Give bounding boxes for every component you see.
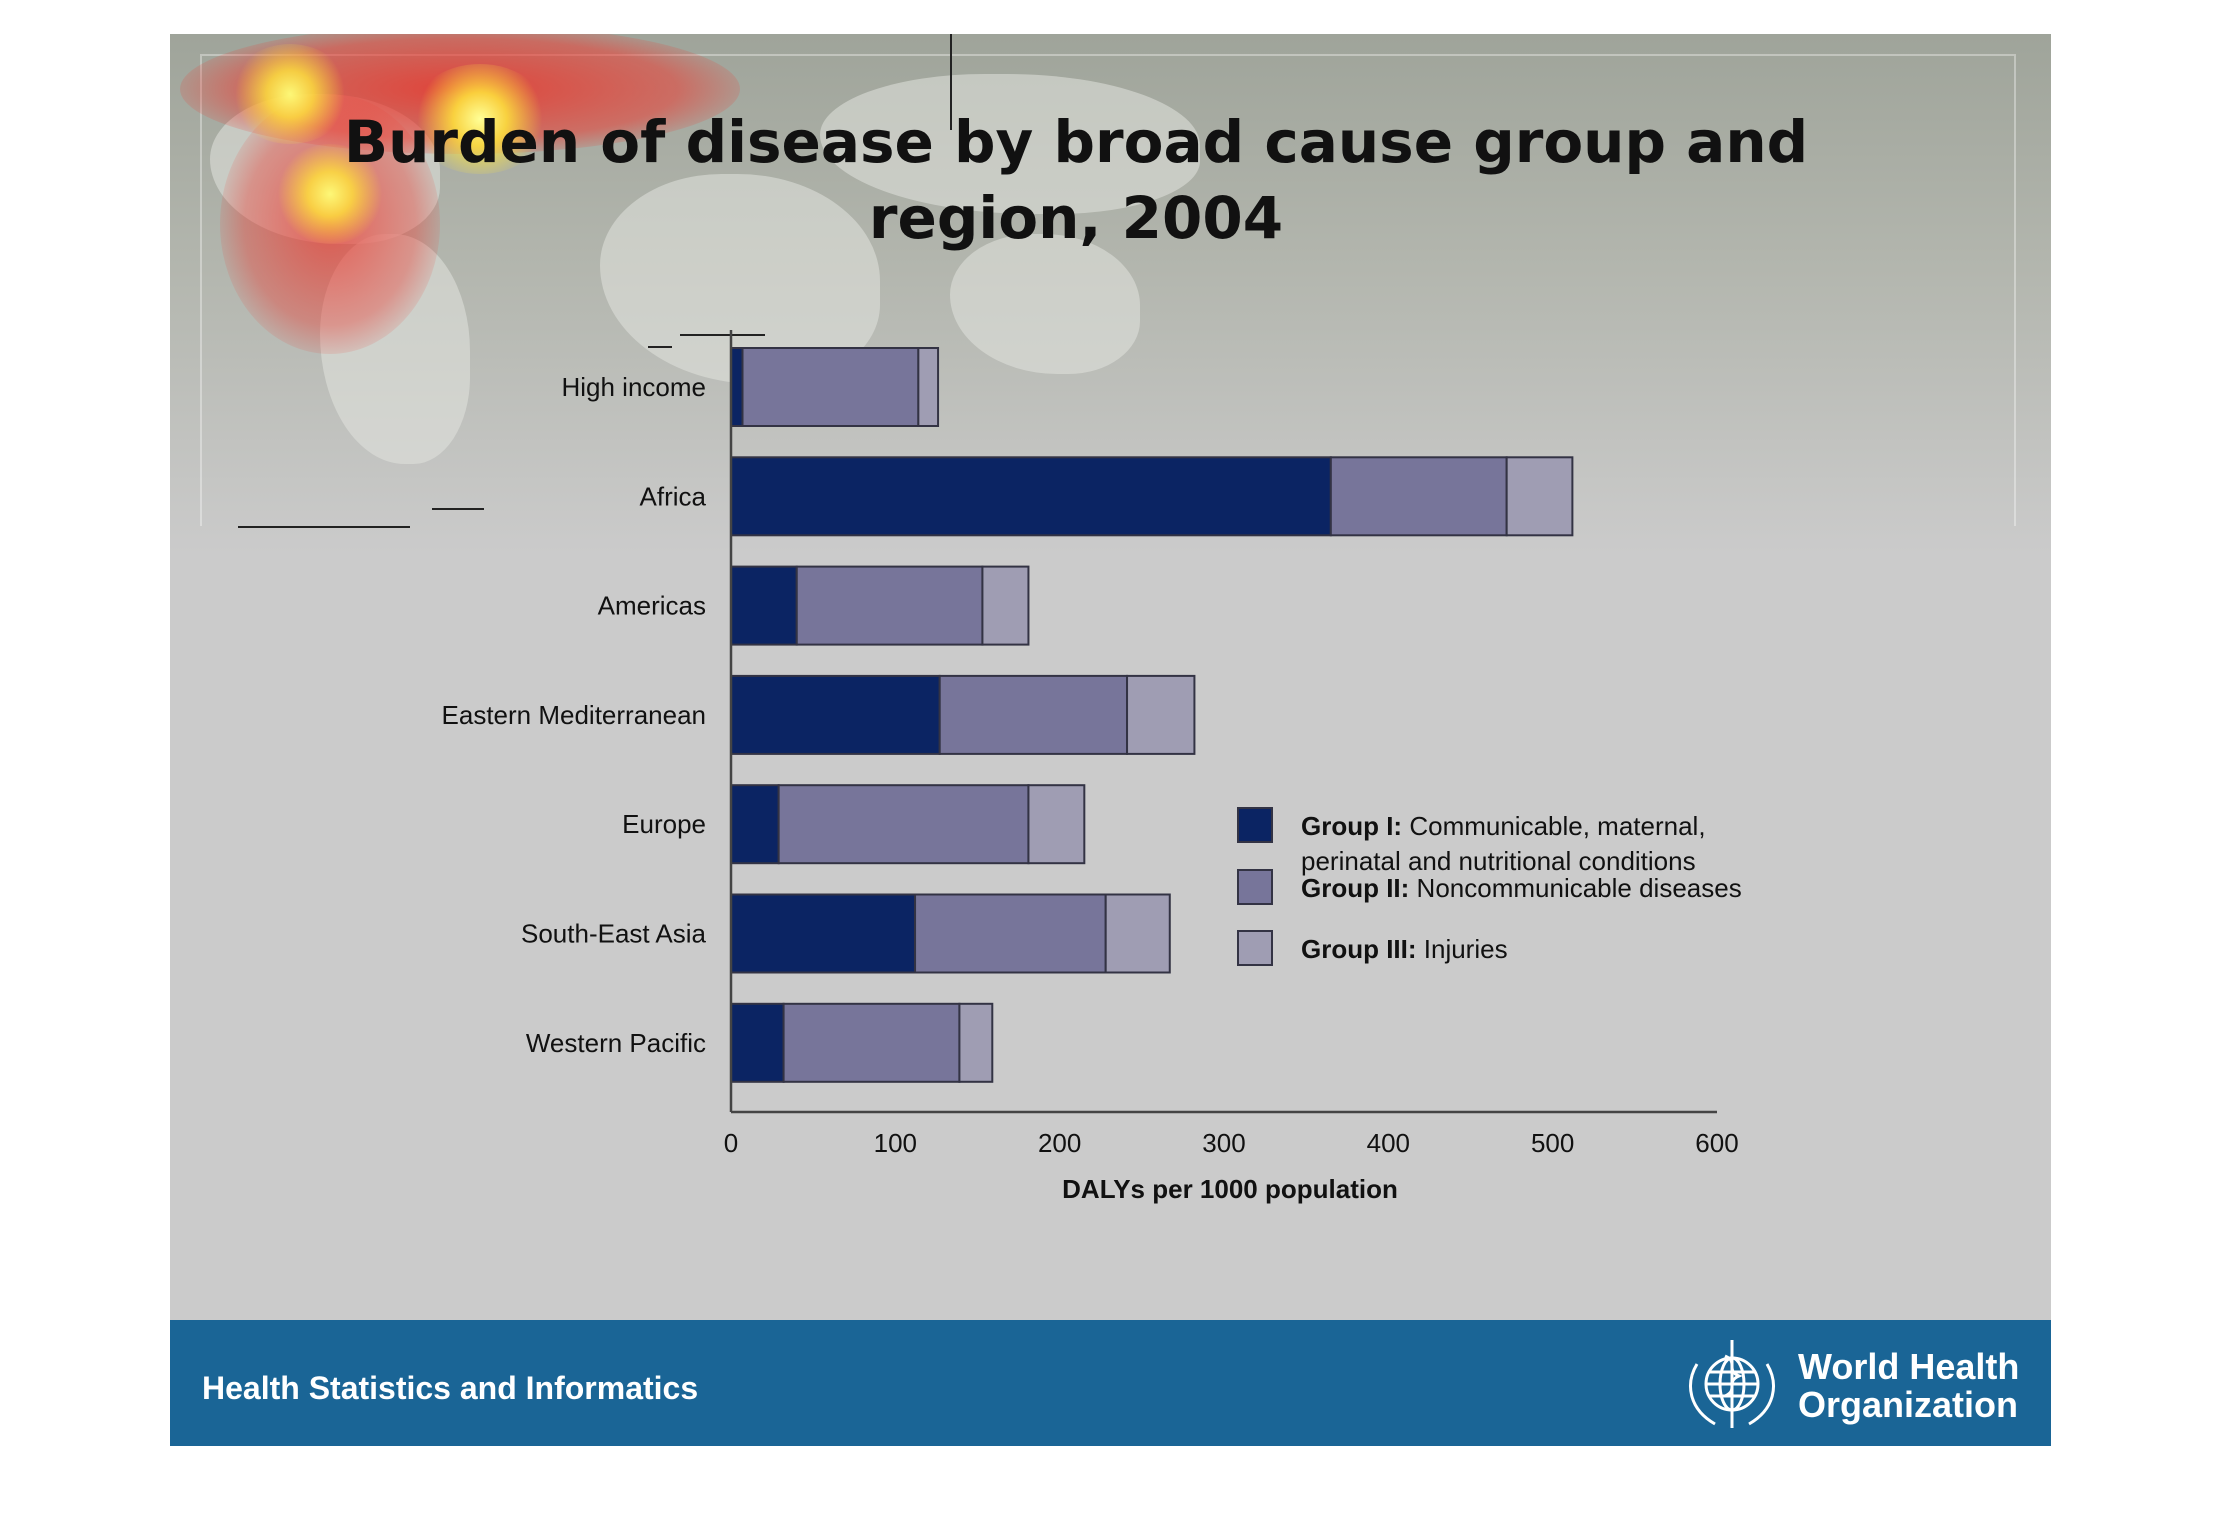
footer-label: Health Statistics and Informatics [202, 1370, 699, 1406]
bar-segment [730, 674, 941, 755]
heatmap-hotspot [275, 144, 385, 244]
category-label: Africa [640, 481, 707, 511]
bar-segment [730, 565, 798, 646]
category-label: Americas [598, 591, 706, 621]
x-tick-label: 300 [1202, 1128, 1245, 1158]
map-continent-shape [820, 74, 1200, 214]
x-tick-label: 400 [1367, 1128, 1410, 1158]
footer-bar: Health Statistics and Informatics World … [170, 1320, 2051, 1446]
who-wordmark: World Health Organization [1798, 1348, 2019, 1424]
bar-segment [1126, 674, 1196, 755]
heatmap-hotspot [410, 64, 550, 174]
legend-swatch [1237, 807, 1273, 843]
bar-segment [914, 893, 1107, 974]
bar-segment [981, 565, 1030, 646]
title-line-2: region, 2004 [868, 184, 1284, 252]
bar-segment [1505, 456, 1574, 537]
annotation-stroke [238, 526, 410, 528]
bar-segment [782, 1002, 961, 1083]
who-wordmark-line-2: Organization [1798, 1384, 2019, 1425]
title-line-1: Burden of disease by broad cause group a… [343, 108, 1809, 176]
legend-entry: Group III: Injuries [1301, 934, 1508, 964]
bar-segment [741, 347, 920, 427]
bar-segment [938, 674, 1129, 755]
category-label: South-East Asia [521, 919, 707, 949]
legend-swatch [1237, 869, 1273, 905]
bar-segment [777, 784, 1030, 865]
x-axis-label: DALYs per 1000 population [1062, 1174, 1398, 1204]
map-frame [200, 54, 2016, 526]
x-tick-label: 100 [874, 1128, 917, 1158]
legend-swatch [1237, 930, 1273, 966]
x-tick-label: 200 [1038, 1128, 1081, 1158]
map-continent-shape [950, 234, 1140, 374]
bar-segment [795, 565, 984, 646]
annotation-stroke [432, 508, 484, 510]
who-wordmark-line-1: World Health [1798, 1346, 2020, 1387]
slide-background: Burden of disease by broad cause group a… [170, 34, 2051, 1446]
annotation-stroke [680, 334, 765, 336]
category-label: Western Pacific [526, 1028, 706, 1058]
x-tick-label: 0 [724, 1128, 738, 1158]
category-label: Eastern Mediterranean [442, 700, 706, 730]
x-tick-label: 600 [1695, 1128, 1738, 1158]
bar-segment [958, 1002, 994, 1083]
bar-segment [730, 893, 917, 974]
slide-title: Burden of disease by broad cause group a… [170, 104, 1982, 256]
annotation-stroke [950, 34, 952, 130]
legend-entry: Group I: Communicable, maternal, [1301, 811, 1706, 841]
annotation-stroke [648, 346, 672, 348]
bar-segment [917, 347, 940, 427]
legend-entry: Group II: Noncommunicable diseases [1301, 873, 1742, 903]
who-emblem-icon [1689, 1340, 1775, 1428]
bar-segment [730, 456, 1332, 537]
bar-segment [730, 347, 744, 427]
category-label: Europe [622, 809, 706, 839]
legend-entry-continued: perinatal and nutritional conditions [1301, 846, 1696, 876]
category-label: High income [561, 372, 706, 402]
heatmap-hotspot [230, 44, 350, 144]
bar-segment [1104, 893, 1171, 974]
bar-segment [1027, 784, 1086, 865]
x-tick-label: 500 [1531, 1128, 1574, 1158]
bar-segment [1329, 456, 1508, 537]
bar-segment [730, 1002, 785, 1083]
bar-segment [730, 784, 780, 865]
